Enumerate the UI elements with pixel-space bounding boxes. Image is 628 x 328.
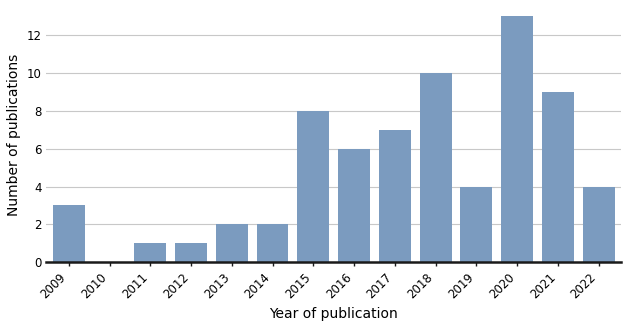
Bar — [460, 187, 492, 262]
X-axis label: Year of publication: Year of publication — [269, 307, 398, 321]
Bar — [257, 224, 288, 262]
Bar — [338, 149, 370, 262]
Y-axis label: Number of publications: Number of publications — [7, 53, 21, 216]
Bar — [379, 130, 411, 262]
Bar — [501, 16, 533, 262]
Bar — [542, 92, 574, 262]
Bar — [298, 111, 329, 262]
Bar — [420, 73, 452, 262]
Bar — [583, 187, 615, 262]
Bar — [53, 205, 85, 262]
Bar — [175, 243, 207, 262]
Bar — [134, 243, 166, 262]
Bar — [216, 224, 247, 262]
